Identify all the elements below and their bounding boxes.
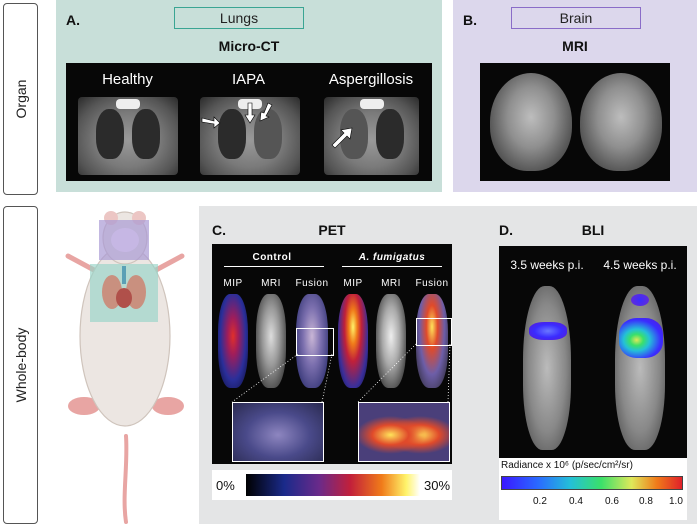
arrow-icon: [331, 127, 353, 149]
bli-tick-4: 1.0: [669, 496, 683, 507]
bli-title: BLI: [581, 222, 605, 238]
lungs-tag: Lungs: [174, 7, 304, 29]
whole-body-side-label: Whole-body: [12, 327, 29, 403]
pet-col-fusion-1: Fusion: [295, 278, 329, 289]
brain-tag: Brain: [511, 7, 641, 29]
organ-side-label-box: Organ: [3, 3, 38, 195]
ct-label-aspergillosis: Aspergillosis: [328, 71, 414, 88]
bli-signal-1: [529, 322, 567, 340]
bli-image-panel: 3.5 weeks p.i. 4.5 weeks p.i.: [499, 246, 687, 458]
bli-mouse-2: [615, 286, 665, 450]
pet-mip-control: [218, 294, 248, 388]
ct-label-healthy: Healthy: [102, 71, 153, 88]
bli-tick-2: 0.6: [605, 496, 619, 507]
bli-tick-3: 0.8: [639, 496, 653, 507]
pet-mri-control: [256, 294, 286, 388]
panel-a-lungs: A. Lungs Micro-CT Healthy IAPA Aspergill…: [56, 0, 442, 192]
pet-scale-min: 0%: [216, 478, 235, 493]
ct-label-iapa: IAPA: [231, 71, 266, 88]
pet-color-scale: 0% 30%: [212, 470, 452, 500]
panel-a-letter: A.: [66, 12, 80, 28]
panel-b-brain: B. Brain MRI: [453, 0, 697, 192]
arrow-icon: [201, 102, 273, 129]
bli-radiance-label: Radiance x 10⁶ (p/sec/cm²/sr): [501, 460, 633, 471]
pet-zoom-control: [232, 402, 324, 462]
pet-group-control: Control: [252, 252, 292, 263]
mouse-illustration: [56, 206, 194, 524]
bli-tick-0: 0.2: [533, 496, 547, 507]
pet-col-mri-2: MRI: [381, 278, 401, 289]
mouse-icon: [65, 211, 185, 524]
whole-body-side-label-box: Whole-body: [3, 206, 38, 524]
bli-scale: Radiance x 10⁶ (p/sec/cm²/sr) 0.2 0.4 0.…: [499, 458, 687, 520]
pet-col-mip-2: MIP: [343, 278, 363, 289]
pet-col-mri-1: MRI: [261, 278, 281, 289]
mri-brain-scan-1: [490, 73, 572, 171]
pet-title: PET: [318, 222, 346, 238]
mri-image-strip: [480, 63, 670, 181]
bli-time-2: 4.5 weeks p.i.: [603, 258, 677, 272]
mri-title: MRI: [562, 38, 588, 54]
micro-ct-title: Micro-CT: [218, 38, 280, 54]
pet-zoom-afumigatus: [358, 402, 450, 462]
pet-col-fusion-2: Fusion: [415, 278, 449, 289]
pet-col-mip-1: MIP: [223, 278, 243, 289]
bli-scale-bar: [501, 476, 683, 490]
micro-ct-image-strip: Healthy IAPA Aspergillosis: [66, 63, 432, 181]
pet-image-panel: Control A. fumigatus MIP MRI Fusion MIP …: [212, 244, 452, 464]
bli-time-1: 3.5 weeks p.i.: [510, 258, 584, 272]
panel-b-letter: B.: [463, 12, 477, 28]
bli-tick-1: 0.4: [569, 496, 583, 507]
ct-scan-healthy: [78, 97, 178, 175]
pet-fusion-afumigatus: [416, 294, 448, 388]
pet-scale-max: 30%: [424, 478, 451, 493]
pet-fusion-control: [296, 294, 328, 388]
ct-scan-iapa: [200, 97, 300, 175]
pet-mip-afumigatus: [338, 294, 368, 388]
pet-group-afumigatus: A. fumigatus: [358, 252, 426, 263]
panel-d-letter: D.: [499, 222, 513, 238]
panel-c-letter: C.: [212, 222, 226, 238]
pet-mri-afumigatus: [376, 294, 406, 388]
bli-mouse-1: [523, 286, 571, 450]
bli-signal-2: [619, 318, 663, 358]
ct-scan-aspergillosis: [324, 97, 419, 175]
organ-side-label: Organ: [12, 79, 29, 119]
mri-brain-scan-2: [580, 73, 662, 171]
pet-scale-bar: [246, 474, 420, 496]
